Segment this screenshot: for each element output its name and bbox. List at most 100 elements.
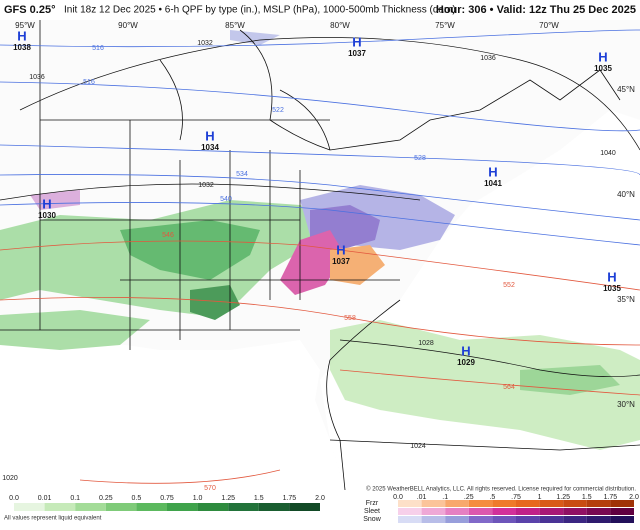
model-name: GFS 0.25° [4,4,55,16]
rain-tick-label: 0.01 [38,495,52,502]
ptype-tick-label: 1.5 [582,494,592,501]
rain-swatch [136,503,167,511]
high-symbol: H [461,343,470,358]
high-pressure: 1037 [332,257,350,266]
high-symbol: H [42,196,51,211]
high-pressure: 1030 [38,211,56,220]
ptype-swatch [421,508,446,515]
latitude-label: 30°N [617,400,635,409]
ptype-swatch [398,500,422,507]
ptype-label: Sleet [364,508,380,515]
isobar-label: 1032 [198,182,214,189]
ptype-swatch [563,500,587,507]
ptype-tick-label: 1 [538,494,542,501]
ptype-tick-label: .25 [464,494,474,501]
ptype-swatch [492,516,516,523]
high-symbol: H [205,128,214,143]
rain-swatch [258,503,290,511]
rain-swatch [75,503,106,511]
ptype-label: Snow [363,516,381,523]
rain-tick-label: 1.75 [283,495,297,502]
thickness-label: 534 [236,171,248,178]
thickness-label: 552 [503,282,515,289]
rain-tick-label: 2.0 [315,495,325,502]
ptype-tick-label: .75 [511,494,521,501]
high-pressure: 1041 [484,179,502,188]
latitude-label: 35°N [617,295,635,304]
ptype-swatch [610,500,634,507]
ptype-swatch [586,500,611,507]
ptype-swatch [421,516,446,523]
thickness-label: 522 [272,107,284,114]
rain-swatch [14,503,45,511]
ptype-swatch [421,500,446,507]
high-pressure: 1029 [457,358,475,367]
rain-tick-label: 0.5 [132,495,142,502]
ptype-swatch [610,508,634,515]
rain-swatch [228,503,259,511]
ptype-swatch [516,508,540,515]
longitude-label: 95°W [15,21,35,30]
ptype-swatch [539,508,564,515]
ptype-tick-label: .01 [417,494,427,501]
longitude-label: 85°W [225,21,245,30]
isobar-label: 1028 [418,340,434,347]
ptype-swatch [468,516,493,523]
thickness-label: 516 [83,79,95,86]
ptype-swatch [610,516,634,523]
high-pressure: 1035 [603,284,621,293]
rain-swatch [167,503,198,511]
rain-tick-label: 1.5 [254,495,264,502]
longitude-label: 70°W [539,21,559,30]
ptype-swatch [563,508,587,515]
thickness-label: 546 [162,232,174,239]
latitude-label: 40°N [617,190,635,199]
thickness-label: 528 [414,155,426,162]
ptype-swatch [445,500,469,507]
ptype-swatch [468,500,493,507]
ptype-tick-label: 1.75 [604,494,618,501]
rain-swatch [105,503,137,511]
longitude-label: 80°W [330,21,350,30]
ptype-swatch [516,516,540,523]
header-bar [0,0,640,19]
thickness-label: 558 [344,315,356,322]
longitude-label: 75°W [435,21,455,30]
rain-tick-label: 0.25 [99,495,113,502]
isobar-label: 1040 [600,150,616,157]
isobar-label: 1036 [29,74,45,81]
ptype-swatch [516,500,540,507]
high-pressure: 1035 [594,64,612,73]
gulf [0,330,345,490]
high-symbol: H [352,34,361,49]
isobar-label: 1032 [197,40,213,47]
ptype-swatch [468,508,493,515]
rain-swatch [289,503,320,511]
ptype-swatch [398,508,422,515]
ptype-swatch [492,500,516,507]
isobars [0,37,640,451]
thickness-label: 516 [92,45,104,52]
latitude-label: 45°N [617,85,635,94]
isobar-label: 1020 [2,475,18,482]
ptype-swatch [445,508,469,515]
high-symbol: H [17,28,26,43]
copyright: © 2025 WeatherBELL Analytics, LLC. All r… [366,486,636,493]
rain-tick-label: 1.0 [193,495,203,502]
high-symbol: H [336,242,345,257]
ptype-swatch [586,508,611,515]
thickness-label: 570 [204,485,216,492]
ptype-tick-label: 0.0 [393,494,403,501]
ptype-tick-label: 2.0 [629,494,639,501]
rain-swatch [197,503,229,511]
ptype-label: Frzr [366,500,379,507]
ptype-swatch [563,516,587,523]
longitude-label: 90°W [118,21,138,30]
thickness-lines [0,29,640,484]
thickness-label: 540 [220,196,232,203]
borders [0,20,621,491]
legend-note: All values represent liquid equivalent [4,516,102,522]
valid-info: Hour: 306 • Valid: 12z Thu 25 Dec 2025 [436,4,636,16]
